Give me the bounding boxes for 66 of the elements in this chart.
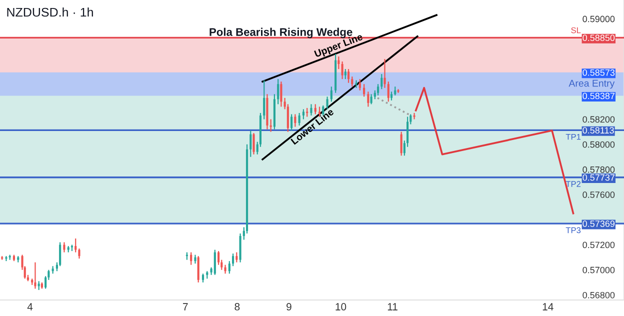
y-tick-label: 0.59000: [582, 16, 615, 22]
y-tick-label: 0.57200: [582, 242, 615, 248]
candlestick: [347, 68, 350, 84]
candlestick: [236, 252, 238, 263]
candlestick: [310, 104, 312, 116]
candlestick: [302, 108, 304, 120]
candlestick: [239, 232, 242, 263]
y-tick-label: 0.58000: [582, 141, 615, 148]
x-tick-label: 4: [27, 303, 33, 310]
candlestick: [250, 130, 252, 158]
candlestick: [214, 249, 216, 276]
candlestick: [330, 86, 332, 102]
y-tick-label: 0.58573: [582, 69, 615, 76]
candlestick: [376, 84, 380, 96]
ref-line-label: SL: [571, 27, 581, 34]
y-tick-label: 0.57000: [582, 266, 615, 274]
candlestick: [280, 81, 282, 108]
candlestick: [344, 68, 346, 80]
y-tick-label: 0.58113: [582, 127, 614, 134]
candlestick: [252, 132, 255, 155]
candlestick: [34, 262, 36, 290]
x-tick-label: 9: [286, 303, 292, 310]
candlestick: [367, 91, 370, 108]
candlestick: [59, 242, 62, 267]
x-tick-label: 10: [336, 303, 346, 310]
candlestick: [400, 131, 402, 156]
candlestick: [326, 96, 328, 110]
candlestick: [363, 84, 366, 98]
x-tick-label: 8: [234, 303, 240, 310]
candlestick: [63, 242, 66, 253]
x-tick-label: 14: [542, 303, 554, 310]
candlestick: [397, 88, 400, 94]
x-tick-label: 11: [388, 303, 398, 310]
candlestick: [232, 253, 234, 267]
chart-title: NZDUSD.h · 1h: [7, 8, 93, 17]
candlestick: [351, 76, 354, 88]
candlestick: [263, 80, 266, 120]
y-tick-label: 0.58387: [582, 92, 615, 100]
candlestick: [413, 112, 416, 120]
y-tick-label: 0.57369: [582, 220, 615, 227]
band-label: Area Entry: [568, 80, 615, 89]
candlestick: [380, 74, 383, 90]
candlestick: [338, 56, 340, 70]
y-tick-label: 0.58850: [582, 34, 615, 42]
ref-line-label: TP1: [566, 134, 581, 140]
y-tick-label: 0.56800: [582, 292, 615, 298]
y-tick-label: 0.58200: [582, 116, 615, 123]
candlestick: [74, 238, 77, 253]
x-tick-label: 7: [183, 303, 188, 310]
ref-line-label: TP3: [566, 227, 581, 234]
candlestick: [384, 58, 386, 88]
candlestick: [277, 78, 280, 105]
candlestick: [78, 248, 80, 260]
candlestick: [355, 80, 358, 88]
candlestick: [358, 78, 361, 91]
candlestick: [314, 104, 316, 115]
candlestick: [197, 256, 200, 283]
candlestick: [190, 252, 192, 266]
candlestick: [370, 94, 372, 105]
y-tick-label: 0.57737: [582, 174, 615, 181]
candlestick: [341, 60, 344, 80]
y-tick-label: 0.57600: [582, 192, 615, 198]
candlestick: [270, 118, 272, 132]
candlestick: [228, 260, 230, 274]
candlestick: [387, 81, 390, 102]
y-tick-label: 0.57800: [582, 166, 615, 173]
